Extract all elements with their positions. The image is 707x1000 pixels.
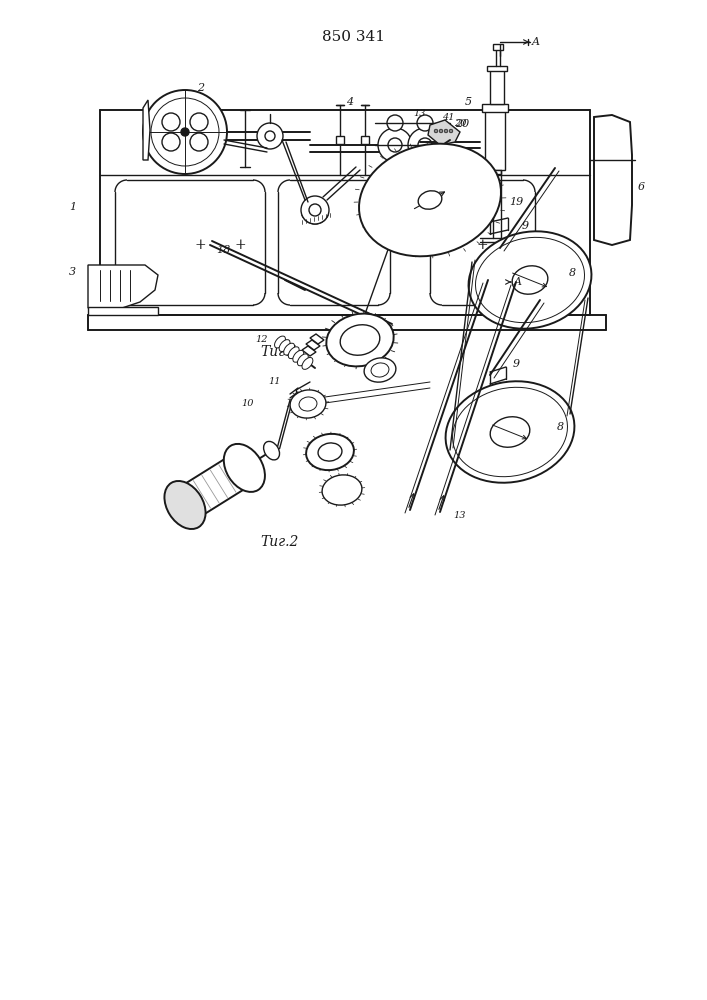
Circle shape — [417, 115, 433, 131]
Text: 850 341: 850 341 — [322, 30, 385, 44]
Ellipse shape — [469, 231, 592, 329]
Ellipse shape — [318, 443, 342, 461]
Circle shape — [190, 113, 208, 131]
Text: 9: 9 — [522, 221, 529, 231]
Ellipse shape — [371, 363, 389, 377]
Polygon shape — [428, 120, 460, 145]
Ellipse shape — [418, 191, 442, 209]
Bar — [88, 307, 158, 315]
Text: 8: 8 — [568, 268, 575, 278]
Ellipse shape — [476, 237, 585, 323]
Text: Τиг.2: Τиг.2 — [261, 535, 299, 549]
Bar — [361, 136, 369, 144]
Polygon shape — [310, 334, 324, 344]
Ellipse shape — [274, 336, 286, 348]
Polygon shape — [594, 115, 632, 245]
Ellipse shape — [165, 481, 206, 529]
Circle shape — [434, 129, 438, 133]
Text: A: A — [514, 277, 522, 287]
Text: 13: 13 — [414, 109, 426, 118]
Text: 3: 3 — [69, 267, 76, 277]
Circle shape — [309, 204, 321, 216]
Polygon shape — [306, 340, 320, 350]
Text: 11: 11 — [269, 377, 281, 386]
Circle shape — [418, 138, 432, 152]
Ellipse shape — [452, 387, 568, 477]
Ellipse shape — [298, 354, 308, 366]
Text: +: + — [234, 238, 246, 252]
Circle shape — [181, 128, 189, 136]
Text: 6: 6 — [638, 182, 645, 192]
Text: Τиг.1: Τиг.1 — [261, 345, 299, 359]
Text: 12: 12 — [256, 336, 268, 344]
Bar — [482, 104, 508, 112]
Ellipse shape — [279, 340, 290, 352]
Text: 15: 15 — [305, 444, 318, 452]
Circle shape — [190, 133, 208, 151]
Circle shape — [449, 129, 452, 133]
Circle shape — [444, 129, 448, 133]
Bar — [490, 69, 504, 104]
Ellipse shape — [224, 444, 265, 492]
Polygon shape — [88, 265, 158, 308]
Polygon shape — [302, 346, 316, 356]
Text: A: A — [532, 37, 540, 47]
Ellipse shape — [293, 350, 304, 362]
Text: 16: 16 — [339, 326, 351, 334]
Ellipse shape — [322, 475, 362, 505]
Ellipse shape — [302, 357, 313, 369]
Text: 5: 5 — [464, 97, 472, 107]
Text: 2: 2 — [197, 83, 204, 93]
Ellipse shape — [445, 381, 574, 483]
Text: 41: 41 — [442, 112, 455, 121]
Circle shape — [143, 90, 227, 174]
Ellipse shape — [284, 343, 295, 355]
Text: 17: 17 — [324, 481, 337, 489]
Text: 14: 14 — [369, 350, 381, 359]
Text: 9: 9 — [513, 359, 520, 369]
Circle shape — [387, 115, 403, 131]
Text: 19: 19 — [509, 197, 523, 207]
Circle shape — [388, 138, 402, 152]
Text: 20: 20 — [455, 119, 469, 129]
Ellipse shape — [512, 266, 548, 294]
Bar — [493, 44, 503, 50]
Circle shape — [257, 123, 283, 149]
Text: 10: 10 — [242, 399, 255, 408]
Ellipse shape — [364, 358, 396, 382]
Circle shape — [301, 196, 329, 224]
Circle shape — [162, 133, 180, 151]
Bar — [336, 136, 344, 144]
Circle shape — [265, 131, 275, 141]
Text: 18: 18 — [216, 245, 230, 255]
Ellipse shape — [359, 144, 501, 256]
Text: 4: 4 — [346, 97, 354, 107]
Ellipse shape — [306, 434, 354, 470]
Text: 7: 7 — [171, 499, 179, 509]
Ellipse shape — [264, 441, 279, 460]
Bar — [487, 66, 507, 71]
Ellipse shape — [327, 314, 394, 366]
Text: +: + — [194, 238, 206, 252]
Ellipse shape — [288, 347, 299, 359]
Ellipse shape — [299, 397, 317, 411]
Ellipse shape — [290, 390, 326, 418]
Bar — [489, 170, 501, 174]
Text: +: + — [477, 238, 488, 252]
Circle shape — [439, 129, 443, 133]
Text: 20: 20 — [454, 119, 466, 128]
Text: 8: 8 — [556, 422, 563, 432]
Text: 13: 13 — [454, 510, 466, 520]
Circle shape — [378, 128, 412, 162]
Bar — [485, 110, 505, 170]
Polygon shape — [143, 100, 150, 160]
Ellipse shape — [490, 417, 530, 447]
Circle shape — [408, 128, 442, 162]
Circle shape — [162, 113, 180, 131]
Ellipse shape — [340, 325, 380, 355]
Circle shape — [151, 98, 219, 166]
Text: 1: 1 — [69, 202, 76, 212]
